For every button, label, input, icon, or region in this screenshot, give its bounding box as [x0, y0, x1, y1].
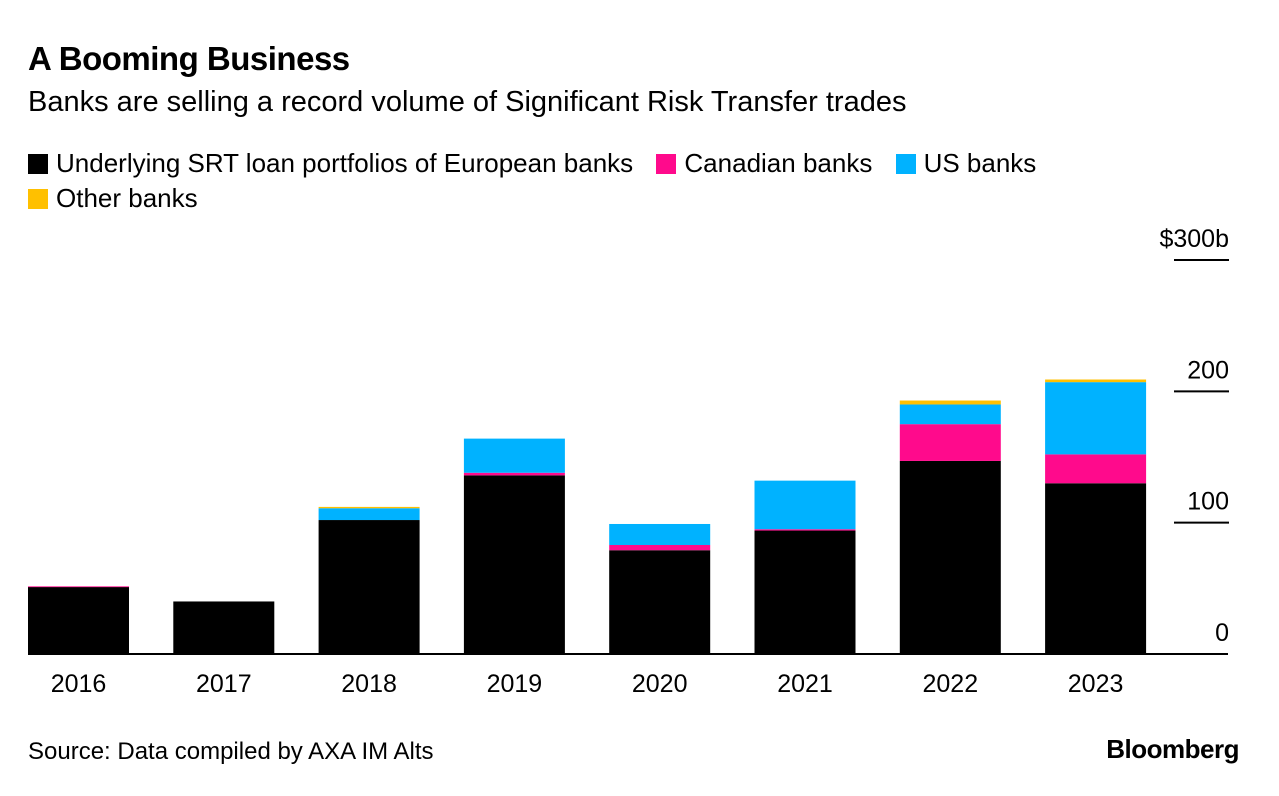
- bar-segment: [609, 544, 711, 551]
- bar-segment: [173, 601, 275, 654]
- bar-segment: [899, 400, 1001, 405]
- legend-label: Canadian banks: [684, 148, 873, 178]
- legend-item-other: Other banks: [28, 181, 198, 216]
- bar-segment: [899, 424, 1001, 461]
- bar-segment: [318, 520, 420, 654]
- x-tick-label: 2019: [487, 670, 543, 698]
- bar-segment: [899, 404, 1001, 425]
- bar-segment: [754, 529, 856, 531]
- legend-swatch: [28, 189, 48, 209]
- bar-segment: [899, 460, 1001, 654]
- x-tick-label: 2020: [632, 670, 688, 698]
- legend-label: Underlying SRT loan portfolios of Europe…: [56, 148, 634, 178]
- bar-segment: [463, 475, 565, 654]
- y-tick-label: 200: [1187, 356, 1229, 384]
- chart-title: A Booming Business: [28, 40, 350, 77]
- y-tick-label: 100: [1187, 488, 1229, 516]
- stacked-bar-chart: 2016 2017 2018 2019 2020 2021 2022 2023 0 100 200 $…: [28, 225, 1229, 698]
- legend-item-us: US banks: [895, 146, 1037, 181]
- bar-segment: [754, 530, 856, 654]
- bloomberg-logo: Bloomberg: [1106, 734, 1239, 764]
- x-tick-label: 2022: [922, 670, 978, 698]
- legend: Underlying SRT loan portfolios of Europe…: [28, 146, 1208, 216]
- y-tick-label: $300b: [1159, 225, 1229, 253]
- bar-segment: [754, 480, 856, 530]
- bar-segment: [28, 587, 129, 654]
- source-note: Source: Data compiled by AXA IM Alts: [28, 738, 434, 765]
- bar-segment: [318, 508, 420, 521]
- bar-segment: [1045, 483, 1147, 654]
- bar-segment: [1045, 382, 1147, 455]
- bar-segment: [463, 472, 565, 476]
- bar-segment: [318, 506, 420, 509]
- x-tick-label: 2017: [196, 670, 252, 698]
- legend-label: US banks: [923, 148, 1037, 178]
- legend-item-canadian: Canadian banks: [656, 146, 872, 181]
- x-tick-label: 2018: [341, 670, 397, 698]
- legend-swatch: [895, 154, 916, 174]
- bar-segment: [463, 438, 565, 473]
- bar-segment: [28, 586, 129, 588]
- legend-swatch: [28, 154, 48, 174]
- legend-label: Other banks: [56, 183, 198, 213]
- x-tick-label: 2021: [777, 670, 833, 698]
- y-tick-label: 0: [1215, 619, 1229, 647]
- legend-item-european: Underlying SRT loan portfolios of Europe…: [28, 146, 633, 181]
- bar-segment: [1045, 454, 1147, 484]
- bar-segment: [609, 523, 711, 545]
- x-tick-label: 2016: [51, 670, 107, 698]
- bar-segment: [1045, 379, 1147, 383]
- bar-segment: [609, 550, 711, 654]
- chart-subtitle: Banks are selling a record volume of Sig…: [28, 86, 907, 118]
- x-tick-label: 2023: [1068, 670, 1124, 698]
- legend-swatch: [656, 154, 677, 174]
